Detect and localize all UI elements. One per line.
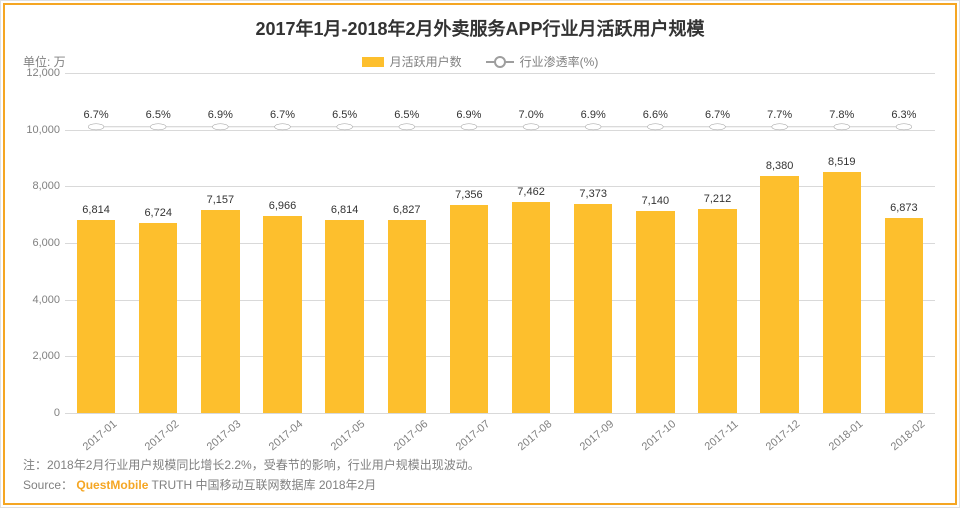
y-tick-label: 10,000 — [10, 124, 60, 136]
y-tick-label: 0 — [10, 407, 60, 419]
x-tick-label: 2018-01 — [811, 413, 873, 443]
x-tick-label: 2017-01 — [65, 413, 127, 443]
x-tick-label: 2017-02 — [127, 413, 189, 443]
chart-area: 02,0004,0006,0008,00010,00012,000 6,8146… — [65, 73, 935, 413]
legend-bar-item: 月活跃用户数 — [362, 53, 462, 70]
line-plot — [65, 73, 935, 413]
x-tick-label: 2017-09 — [562, 413, 624, 443]
line-marker — [710, 124, 726, 130]
line-pct-label: 6.7% — [84, 109, 109, 121]
line-marker — [585, 124, 601, 130]
source-brand: QuestMobile — [76, 478, 148, 492]
legend-line-label: 行业渗透率(%) — [520, 53, 599, 70]
x-axis-labels: 2017-012017-022017-032017-042017-052017-… — [65, 413, 935, 443]
legend-bar-swatch — [362, 57, 384, 67]
line-marker — [772, 124, 788, 130]
line-pct-label: 7.7% — [767, 109, 792, 121]
line-pct-label: 6.7% — [270, 109, 295, 121]
x-tick-label: 2017-10 — [624, 413, 686, 443]
line-pct-label: 6.5% — [146, 109, 171, 121]
line-pct-label: 6.6% — [643, 109, 668, 121]
y-tick-label: 8,000 — [10, 180, 60, 192]
line-marker — [461, 124, 477, 130]
line-marker — [88, 124, 104, 130]
legend-line-item: 行业渗透率(%) — [486, 53, 599, 70]
line-pct-label: 6.9% — [581, 109, 606, 121]
line-marker — [523, 124, 539, 130]
line-pct-label: 6.5% — [332, 109, 357, 121]
legend-bar-label: 月活跃用户数 — [390, 53, 462, 70]
line-pct-label: 6.9% — [208, 109, 233, 121]
line-marker — [337, 124, 353, 130]
chart-note: 注：2018年2月行业用户规模同比增长2.2%，受春节的影响，行业用户规模出现波… — [23, 456, 480, 473]
line-marker — [648, 124, 664, 130]
x-tick-label: 2017-05 — [314, 413, 376, 443]
line-marker — [399, 124, 415, 130]
x-tick-label: 2017-08 — [500, 413, 562, 443]
line-pct-label: 6.5% — [394, 109, 419, 121]
x-tick-label: 2017-12 — [749, 413, 811, 443]
line-marker — [896, 124, 912, 130]
chart-title: 2017年1月-2018年2月外卖服务APP行业月活跃用户规模 — [5, 5, 955, 41]
y-tick-label: 12,000 — [10, 67, 60, 79]
line-marker — [834, 124, 850, 130]
y-tick-label: 6,000 — [10, 237, 60, 249]
x-tick-label: 2017-06 — [376, 413, 438, 443]
x-tick-label: 2018-02 — [873, 413, 935, 443]
y-tick-label: 4,000 — [10, 294, 60, 306]
line-pct-label: 7.0% — [519, 109, 544, 121]
line-pct-label: 7.8% — [829, 109, 854, 121]
line-marker — [213, 124, 229, 130]
x-tick-label: 2017-03 — [189, 413, 251, 443]
x-tick-label: 2017-07 — [438, 413, 500, 443]
line-pct-label: 6.9% — [456, 109, 481, 121]
x-tick-label: 2017-11 — [686, 413, 748, 443]
line-marker — [275, 124, 291, 130]
legend-line-swatch — [486, 57, 514, 67]
line-marker — [150, 124, 166, 130]
source-prefix: Source： — [23, 478, 73, 492]
x-tick-label: 2017-04 — [251, 413, 313, 443]
line-pct-label: 6.7% — [705, 109, 730, 121]
y-tick-label: 2,000 — [10, 350, 60, 362]
source-line: Source： QuestMobile TRUTH 中国移动互联网数据库 201… — [23, 476, 376, 493]
source-rest: TRUTH 中国移动互联网数据库 2018年2月 — [152, 478, 377, 492]
line-pct-label: 6.3% — [891, 109, 916, 121]
legend: 月活跃用户数 行业渗透率(%) — [5, 53, 955, 70]
